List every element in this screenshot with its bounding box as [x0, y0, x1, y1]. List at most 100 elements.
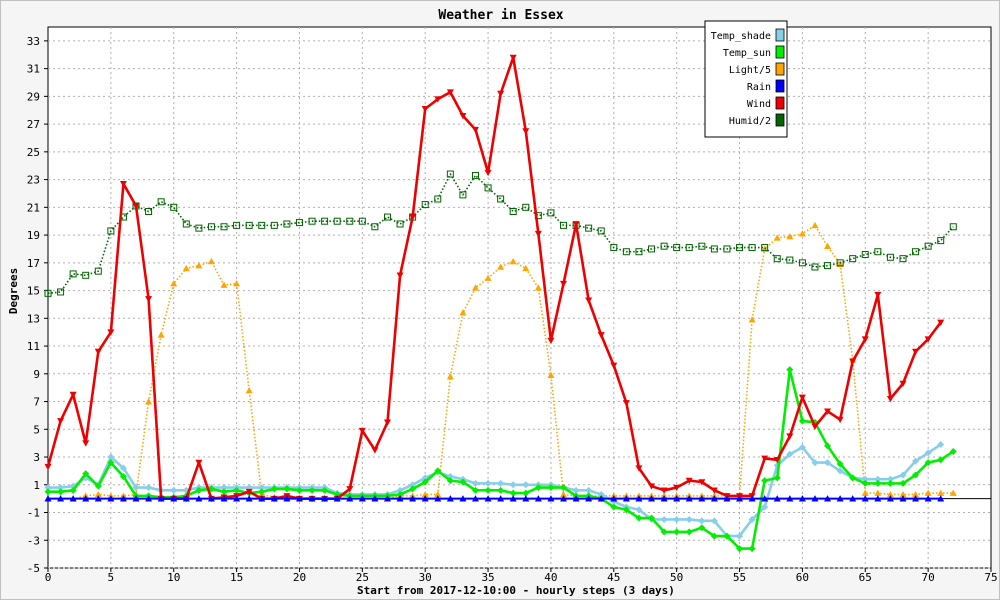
data-point-rain: [899, 495, 907, 502]
data-point-wind: [798, 394, 806, 401]
x-tick-label: 0: [45, 571, 52, 584]
data-point-humid-2: [94, 267, 102, 275]
data-point-temp-shade: [937, 441, 945, 449]
legend-label-humid-2: Humid/2: [729, 116, 771, 127]
data-point-temp-sun: [786, 366, 794, 374]
data-point-rain: [333, 495, 341, 502]
y-tick-label: 9: [33, 368, 40, 381]
x-tick-label: 5: [108, 571, 115, 584]
data-point-light-5: [182, 264, 190, 272]
chart-title: Weather in Essex: [438, 8, 563, 23]
data-point-humid-2: [459, 191, 467, 199]
data-point-temp-sun: [484, 486, 492, 494]
data-point-rain: [698, 495, 706, 502]
data-point-rain: [547, 495, 555, 502]
y-tick-label: -5: [27, 562, 40, 575]
data-point-humid-2: [321, 217, 329, 225]
data-point-rain: [82, 495, 90, 502]
data-point-temp-shade: [132, 484, 140, 492]
x-tick-label: 60: [796, 571, 809, 584]
legend-swatch-temp-shade: [775, 28, 785, 42]
data-point-wind: [560, 280, 568, 288]
data-point-temp-shade: [748, 515, 756, 523]
data-point-temp-shade: [912, 457, 920, 465]
data-point-rain: [736, 495, 744, 502]
data-point-humid-2: [849, 255, 857, 263]
data-point-rain: [773, 495, 781, 502]
data-point-temp-sun: [748, 545, 756, 553]
x-tick-label: 30: [419, 571, 432, 584]
data-point-wind: [849, 358, 857, 365]
data-point-rain: [886, 495, 894, 502]
data-point-temp-sun: [295, 486, 303, 494]
data-point-light-5: [220, 281, 228, 288]
data-point-temp-sun: [560, 484, 568, 492]
data-point-temp-sun: [459, 478, 467, 486]
data-point-temp-shade: [861, 475, 869, 483]
data-point-temp-shade: [761, 503, 769, 511]
data-point-temp-shade: [396, 486, 404, 494]
data-point-humid-2: [899, 255, 907, 263]
data-point-temp-sun: [409, 485, 417, 493]
data-point-humid-2: [509, 207, 517, 215]
data-point-humid-2: [145, 207, 153, 215]
data-point-humid-2: [107, 227, 115, 235]
data-point-temp-sun: [258, 488, 266, 496]
data-point-humid-2: [773, 255, 781, 263]
data-point-rain: [849, 495, 857, 502]
data-point-temp-sun: [912, 471, 920, 479]
data-point-rain: [836, 495, 844, 502]
x-tick-label: 45: [607, 571, 620, 584]
data-point-wind: [497, 90, 505, 98]
data-point-humid-2: [736, 244, 744, 252]
data-point-rain: [258, 495, 266, 502]
data-point-rain: [534, 495, 542, 502]
data-point-wind: [434, 96, 442, 103]
data-point-rain: [861, 495, 869, 502]
y-tick-label: 25: [27, 146, 40, 159]
data-point-rain: [648, 495, 656, 502]
data-point-temp-shade: [710, 517, 718, 525]
data-point-temp-sun: [798, 417, 806, 425]
data-point-temp-shade: [471, 479, 479, 487]
data-point-rain: [182, 495, 190, 502]
data-point-wind: [698, 479, 706, 486]
data-point-rain: [748, 495, 756, 502]
data-point-humid-2: [157, 198, 165, 206]
data-point-wind: [710, 487, 718, 494]
data-point-humid-2: [44, 289, 52, 297]
data-point-temp-shade: [44, 484, 52, 492]
data-point-light-5: [207, 257, 215, 265]
data-point-temp-sun: [534, 484, 542, 492]
data-point-humid-2: [358, 217, 366, 225]
data-point-humid-2: [308, 217, 316, 225]
data-point-humid-2: [622, 248, 630, 256]
data-point-temp-sun: [660, 528, 668, 536]
data-point-temp-sun: [723, 532, 731, 540]
y-tick-label: -3: [27, 534, 40, 547]
data-point-rain: [295, 495, 303, 502]
data-point-rain: [57, 495, 65, 502]
data-point-temp-sun: [396, 490, 404, 498]
x-tick-label: 40: [544, 571, 557, 584]
data-point-humid-2: [283, 220, 291, 228]
data-point-wind: [899, 380, 907, 388]
data-point-wind: [597, 332, 605, 339]
data-point-temp-shade: [57, 484, 65, 492]
data-point-humid-2: [560, 221, 568, 229]
data-point-light-5: [786, 232, 794, 240]
data-point-temp-sun: [509, 489, 517, 497]
data-point-humid-2: [798, 259, 806, 267]
y-tick-label: 19: [27, 229, 40, 242]
data-point-temp-shade: [899, 471, 907, 479]
data-point-light-5: [924, 489, 932, 496]
data-point-humid-2: [82, 271, 90, 279]
data-point-temp-sun: [321, 486, 329, 494]
data-point-temp-shade: [698, 517, 706, 525]
data-point-temp-sun: [949, 447, 957, 455]
data-point-rain: [207, 495, 215, 502]
data-point-light-5: [534, 284, 542, 291]
data-point-temp-shade: [258, 484, 266, 492]
data-point-light-5: [157, 331, 165, 338]
